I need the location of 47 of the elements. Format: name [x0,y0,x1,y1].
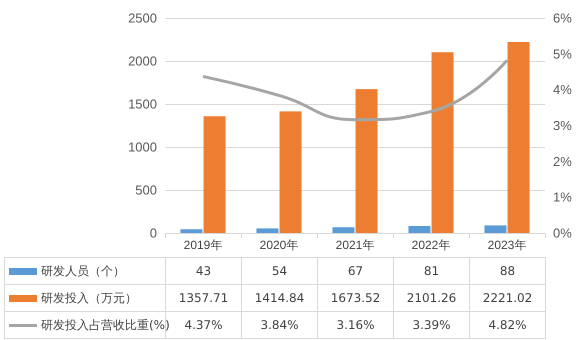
x-tick-label: 2020年 [260,238,298,252]
y-tick-label: 1000 [128,140,157,154]
y-tick-label: 1500 [128,96,157,112]
y2-tick-label: 3% [553,118,572,133]
y2-tick-label: 0% [553,226,572,240]
bar [180,229,202,233]
legend-label: 研发人员（个） [4,258,166,284]
data-label: 43 [166,258,242,284]
y-tick-label: 500 [135,182,157,198]
x-tick-label: 2021年 [336,238,374,252]
y2-tick-label: 5% [553,46,572,62]
bar [484,225,506,233]
data-label: 1673.52 [318,284,394,312]
data-label: 81 [394,258,470,284]
y-tick-label: 2500 [128,10,157,26]
bar [256,228,278,233]
data-label: 88 [470,258,546,284]
y2-tick-label: 6% [553,10,572,26]
legend-label: 研发投入（万元） [4,284,166,312]
x-tick-label: 2022年 [412,238,450,252]
data-label: 3.16% [318,312,394,338]
bar [204,116,226,233]
data-label: 3.39% [394,312,470,338]
y2-tick-label: 4% [553,82,572,98]
bar [408,226,430,233]
y2-tick-label: 2% [553,154,572,169]
data-label: 4.82% [470,312,546,338]
data-label: 54 [242,258,318,284]
x-tick-label: 2019年 [184,238,222,252]
y-tick-label: 2000 [128,54,157,68]
y-tick-label: 0 [150,226,157,240]
data-label: 3.84% [242,312,318,338]
data-label: 1357.71 [166,284,242,312]
bar [332,227,354,233]
bar [508,42,530,233]
data-label: 4.37% [184,318,223,332]
data-label: 2101.26 [394,284,470,312]
data-label: 67 [318,258,394,284]
data-label: 2221.02 [470,284,546,312]
line-series [202,58,508,122]
y2-tick-label: 1% [553,190,572,205]
bar [280,111,302,233]
data-label: 1414.84 [242,284,318,312]
bar [432,52,454,233]
legend-label: 研发投入占营收比重(%) [40,316,170,334]
bar [356,89,378,233]
x-tick-label: 2023年 [488,238,526,252]
